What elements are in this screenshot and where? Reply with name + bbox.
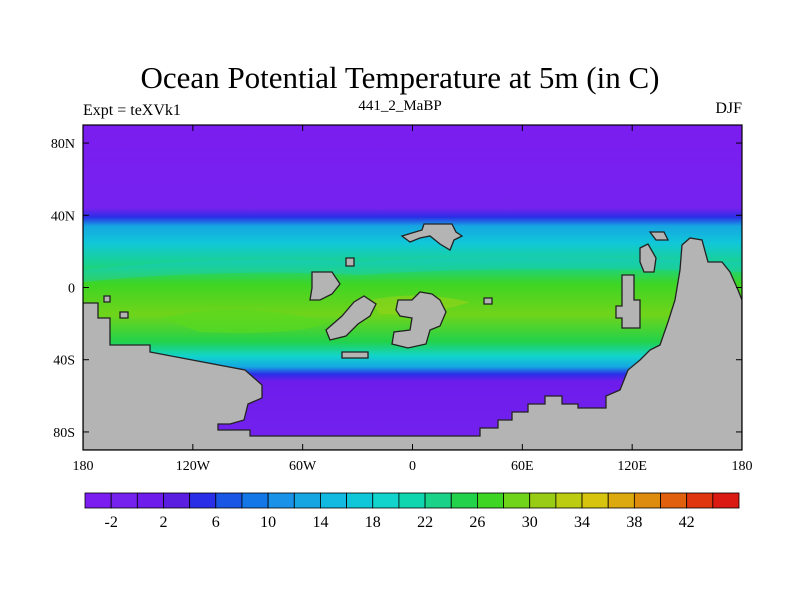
lon-tick-label: 180 xyxy=(732,459,753,474)
colorbar-swatch xyxy=(476,492,504,509)
lon-tick-label: 0 xyxy=(409,459,416,474)
lon-axis: 180 120W 60W 0 60E 120E 180 xyxy=(73,125,753,474)
colorbar-swatch xyxy=(424,492,452,509)
lat-tick-label: 80N xyxy=(51,137,75,152)
island-north-pacific-small xyxy=(648,231,670,241)
land-masks xyxy=(83,223,742,450)
colorbar-swatch xyxy=(712,492,740,509)
lon-tick-label: 60W xyxy=(289,459,317,474)
colorbar-label: 14 xyxy=(312,514,328,531)
lon-tick-label: 120E xyxy=(617,459,647,474)
lat-tick-label: 80S xyxy=(53,426,75,441)
colorbar-swatch xyxy=(293,492,321,509)
colorbar-swatch xyxy=(189,492,217,509)
lat-tick-label: 0 xyxy=(68,282,75,297)
island-small-2 xyxy=(483,297,493,305)
colorbar-swatch xyxy=(320,492,348,509)
colorbar-swatch xyxy=(581,492,609,509)
antarctica-landmass xyxy=(83,237,742,450)
season-label: DJF xyxy=(715,100,742,117)
colorbar-swatch xyxy=(84,492,112,509)
lat-tick-label: 40S xyxy=(53,354,75,369)
lat-tick-label: 40N xyxy=(51,209,75,224)
colorbar-label: 22 xyxy=(417,514,433,531)
island-small-3 xyxy=(119,311,129,319)
experiment-label: Expt = teXVk1 xyxy=(83,102,181,119)
colorbar-swatch xyxy=(450,492,478,509)
lat-axis: 80N 40N 0 40S 80S xyxy=(51,137,742,441)
colorbar-swatch xyxy=(136,492,164,509)
colorbar-label: 38 xyxy=(626,514,642,531)
colorbar-label: 42 xyxy=(679,514,695,531)
colorbar-label: 18 xyxy=(365,514,381,531)
colorbar-swatch xyxy=(346,492,374,509)
map-title: Ocean Potential Temperature at 5m (in C) xyxy=(140,60,660,95)
island-east-asia xyxy=(615,274,641,329)
island-west-africa xyxy=(309,271,341,301)
colorbar-label: 2 xyxy=(159,514,167,531)
colorbar-swatch xyxy=(660,492,688,509)
colorbar-label: 34 xyxy=(574,514,590,531)
map-subtitle: 441_2_MaBP xyxy=(358,98,442,114)
colorbar-swatch xyxy=(372,492,400,509)
island-south-atlantic-east xyxy=(391,291,447,349)
lon-tick-label: 120W xyxy=(176,459,211,474)
island-small-4 xyxy=(103,295,111,303)
lon-tick-label: 180 xyxy=(73,459,94,474)
colorbar-swatch xyxy=(503,492,531,509)
lon-tick-label: 60E xyxy=(511,459,534,474)
island-small-1 xyxy=(341,351,369,359)
colorbar-swatch xyxy=(163,492,191,509)
colorbar-label: 26 xyxy=(469,514,485,531)
colorbar-label: -2 xyxy=(104,514,117,531)
colorbar-swatch xyxy=(398,492,426,509)
colorbar-label: 30 xyxy=(522,514,538,531)
colorbar-swatch xyxy=(241,492,269,509)
island-south-atlantic-west xyxy=(325,295,377,341)
colorbar-swatch xyxy=(529,492,557,509)
colorbar-label: 10 xyxy=(260,514,276,531)
colorbar-swatch xyxy=(607,492,635,509)
warm-patch-pacific xyxy=(160,309,330,333)
colorbar-label: 6 xyxy=(212,514,220,531)
island-north-atlantic xyxy=(400,223,464,251)
colorbar-swatch xyxy=(633,492,661,509)
colorbar-swatch xyxy=(267,492,295,509)
cool-tongue-north xyxy=(83,257,742,282)
island-caribbean xyxy=(345,257,355,267)
colorbar-swatch xyxy=(686,492,714,509)
colorbar-swatch xyxy=(110,492,138,509)
colorbar-swatch xyxy=(555,492,583,509)
island-india xyxy=(639,243,657,273)
colorbar-swatch xyxy=(215,492,243,509)
